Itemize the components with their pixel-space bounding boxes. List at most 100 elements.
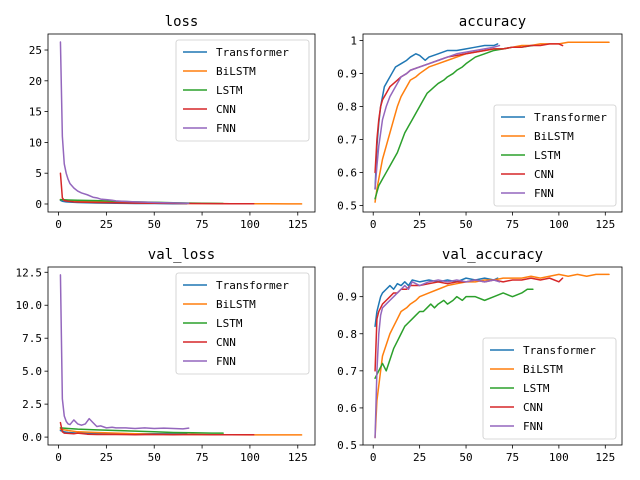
legend-entry-fnn: FNN	[216, 122, 236, 135]
x-tick-label: 125	[288, 451, 308, 464]
x-tick-label: 75	[195, 451, 208, 464]
legend-box	[175, 272, 310, 375]
val-loss-panel: val_loss 0 25 50 75 100 125 0.0 2.5 5.0 7.5 10.0 12.…	[16, 247, 316, 464]
x-tick-label: 100	[549, 218, 569, 231]
legend-entry-bilstm: BiLSTM	[216, 65, 256, 78]
x-tick-label: 50	[148, 451, 161, 464]
legend-entry-lstm: LSTM	[523, 382, 550, 395]
axes-frame	[362, 266, 623, 446]
x-tick-label: 100	[240, 218, 260, 231]
y-tick-label: 0.5	[337, 199, 357, 212]
axes-frame	[47, 33, 316, 213]
legend-entry-transformer: Transformer	[216, 46, 289, 59]
y-tick-label: 0.8	[337, 328, 357, 341]
chart-title: accuracy	[459, 14, 526, 30]
legend-entry-transformer: Transformer	[216, 279, 289, 292]
chart-title: val_accuracy	[442, 247, 543, 263]
legend-entry-transformer: Transformer	[523, 344, 596, 357]
x-tick-label: 125	[595, 218, 615, 231]
y-tick-label: 20	[29, 75, 42, 88]
legend-box	[482, 337, 617, 440]
legend-entry-lstm: LSTM	[534, 149, 561, 162]
x-tick-label: 0	[55, 451, 62, 464]
legend: Transformer BiLSTM LSTM CNN FNN	[493, 104, 617, 207]
legend-entry-cnn: CNN	[523, 401, 543, 414]
y-tick-label: 10.0	[16, 299, 43, 312]
accuracy-panel: accuracy 0 25 50 75 100 125 0.5 0.6 0.7 0.8 0.9 1 Tra…	[337, 14, 623, 231]
y-tick-label: 0.0	[22, 431, 42, 444]
y-tick-label: 0.5	[337, 439, 357, 452]
y-tick-label: 0.9	[337, 291, 357, 304]
axes-frame	[362, 33, 623, 213]
series-line-transformer	[374, 43, 499, 190]
loss-panel: loss 0 25 50 75 100 125 0 5 10 15 20 25 Transformer Bi…	[29, 14, 316, 231]
y-tick-label: 0.7	[337, 133, 357, 146]
series-line-lstm	[374, 44, 534, 200]
y-tick-label: 10	[29, 136, 42, 149]
legend: Transformer BiLSTM LSTM CNN FNN	[175, 39, 310, 142]
y-tick-label: 25	[29, 44, 42, 57]
x-tick-label: 50	[459, 218, 472, 231]
x-tick-label: 125	[595, 451, 615, 464]
series-line-cnn	[374, 277, 564, 372]
y-tick-label: 0.6	[337, 402, 357, 415]
x-tick-label: 25	[100, 218, 113, 231]
legend: Transformer BiLSTM LSTM CNN FNN	[482, 337, 617, 440]
x-tick-label: 75	[506, 451, 519, 464]
x-tick-label: 125	[288, 218, 308, 231]
x-tick-label: 75	[195, 218, 208, 231]
legend-entry-cnn: CNN	[534, 168, 554, 181]
x-tick-label: 50	[148, 218, 161, 231]
y-tick-label: 12.5	[16, 266, 43, 279]
series-line-lstm	[59, 427, 224, 434]
x-tick-label: 0	[55, 218, 62, 231]
y-tick-label: 1	[350, 35, 357, 48]
y-tick-label: 2.5	[22, 398, 42, 411]
legend-entry-bilstm: BiLSTM	[523, 363, 563, 376]
y-tick-label: 5.0	[22, 365, 42, 378]
legend-entry-transformer: Transformer	[534, 111, 607, 124]
legend-entry-cnn: CNN	[216, 103, 236, 116]
legend-box	[493, 104, 617, 207]
y-tick-label: 7.5	[22, 332, 42, 345]
legend-entry-lstm: LSTM	[216, 84, 243, 97]
legend-entry-fnn: FNN	[523, 420, 543, 433]
legend-box	[175, 39, 310, 142]
x-tick-label: 50	[459, 451, 472, 464]
x-tick-label: 25	[413, 218, 426, 231]
series-line-cnn	[59, 172, 255, 205]
series-line-fnn	[374, 279, 501, 439]
series-line-fnn	[59, 41, 190, 204]
series-line-lstm	[374, 288, 534, 379]
val-accuracy-panel: val_accuracy 0 25 50 75 100 125 0.5 0.6 0.7 0.8 0.9…	[337, 247, 623, 464]
legend-entry-bilstm: BiLSTM	[216, 298, 256, 311]
x-tick-label: 0	[370, 218, 377, 231]
y-tick-label: 0.7	[337, 365, 357, 378]
legend-entry-fnn: FNN	[534, 187, 554, 200]
y-tick-label: 0.9	[337, 68, 357, 81]
x-tick-label: 0	[370, 451, 377, 464]
y-tick-label: 0	[35, 198, 42, 211]
x-tick-label: 100	[549, 451, 569, 464]
series-line-fnn	[374, 44, 501, 190]
x-tick-label: 100	[240, 451, 260, 464]
y-tick-label: 0.6	[337, 166, 357, 179]
series-line-fnn	[59, 274, 190, 430]
y-tick-label: 0.8	[337, 101, 357, 114]
legend-entry-fnn: FNN	[216, 355, 236, 368]
legend-entry-cnn: CNN	[216, 336, 236, 349]
y-tick-label: 5	[35, 167, 42, 180]
legend: Transformer BiLSTM LSTM CNN FNN	[175, 272, 310, 375]
x-tick-label: 25	[413, 451, 426, 464]
series-line-bilstm	[374, 273, 610, 439]
series-line-cnn	[59, 421, 255, 436]
x-tick-label: 75	[506, 218, 519, 231]
chart-title: loss	[165, 14, 199, 30]
chart-title: val_loss	[148, 247, 215, 263]
legend-entry-lstm: LSTM	[216, 317, 243, 330]
series-line-transformer	[374, 277, 499, 328]
y-tick-label: 15	[29, 106, 42, 119]
axes-frame	[47, 266, 316, 446]
legend-entry-bilstm: BiLSTM	[534, 130, 574, 143]
